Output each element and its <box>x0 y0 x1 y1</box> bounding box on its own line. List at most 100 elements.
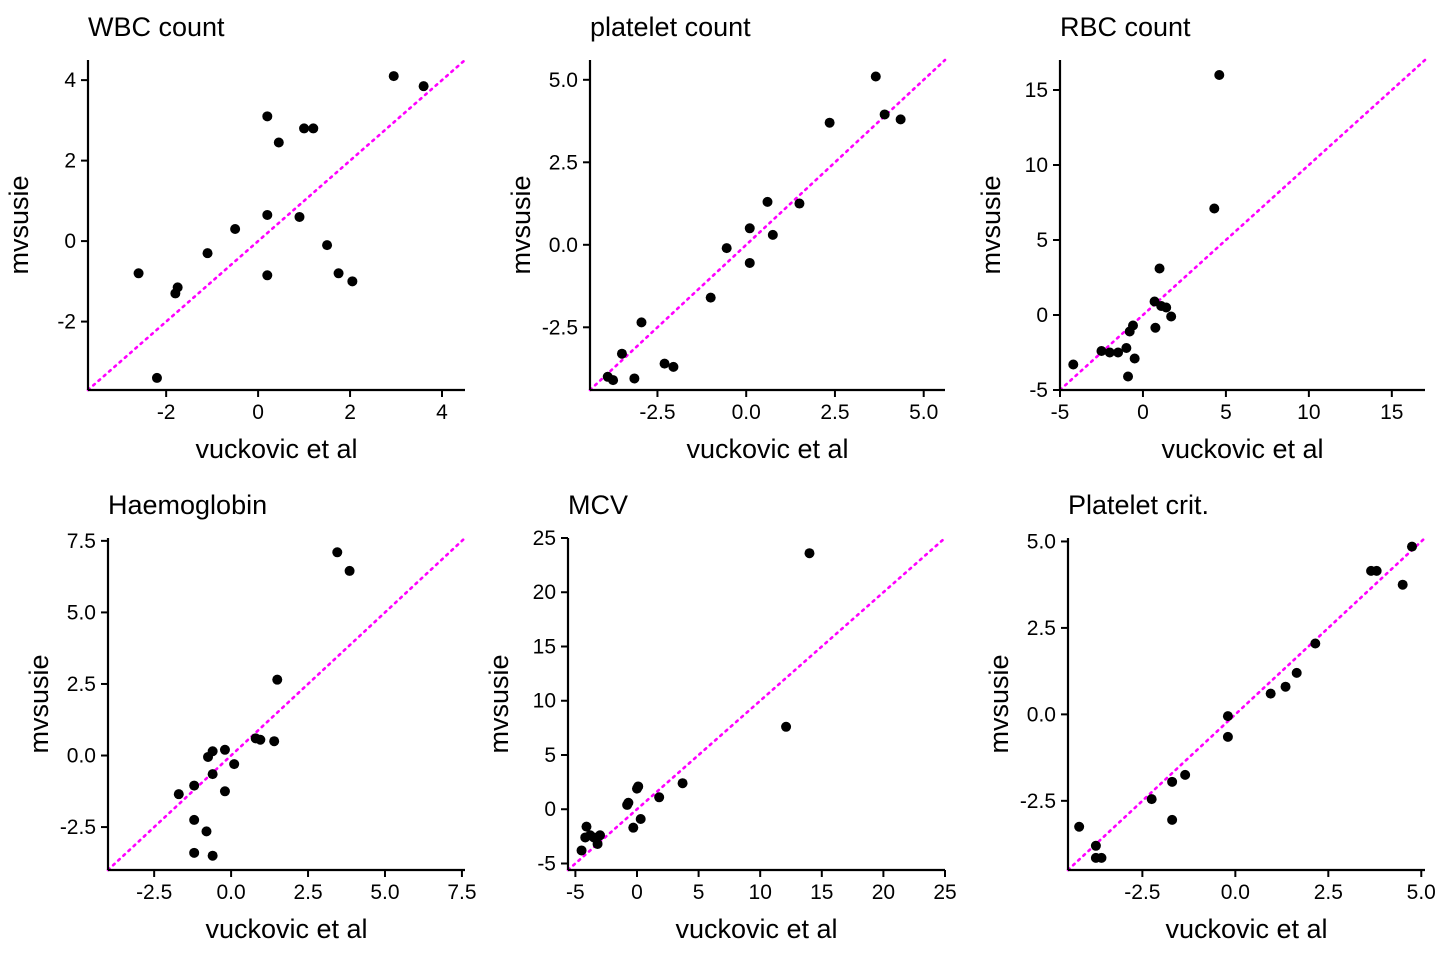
data-point <box>1397 579 1408 590</box>
data-point <box>1291 667 1302 678</box>
x-tick-label: 15 <box>810 881 833 904</box>
data-point <box>1161 302 1172 313</box>
y-tick-label: 2 <box>64 150 76 173</box>
y-tick-label: 0 <box>1036 304 1048 327</box>
x-tick-label: 0 <box>631 881 643 904</box>
data-point <box>262 270 273 281</box>
data-point <box>1123 371 1134 382</box>
data-point <box>654 792 665 803</box>
x-tick-label: 15 <box>1380 401 1403 424</box>
x-tick-label: 5 <box>1220 401 1232 424</box>
data-point <box>623 797 634 808</box>
scatter-panel: -2.5 0.0 2.5 5.0 -2.5 0.0 2.5 5.0 Platelet crit.… <box>984 490 1436 944</box>
data-point <box>347 276 358 287</box>
scatter-panel: -5 0 5 10 15 20 25 -5 0 5 10 15 20 25 MCV vuckovic et a… <box>484 490 957 944</box>
data-point <box>744 257 755 268</box>
data-point <box>1104 347 1115 358</box>
data-point <box>616 348 627 359</box>
y-tick-label: 0 <box>64 230 76 253</box>
y-tick-label: -2 <box>57 311 76 334</box>
x-tick-label: 10 <box>1297 401 1320 424</box>
data-point <box>1113 347 1124 358</box>
data-point <box>1310 638 1321 649</box>
data-point <box>308 123 319 134</box>
y-tick-label: -2.5 <box>60 816 96 839</box>
y-tick-label: 5.0 <box>549 69 578 92</box>
data-point <box>1167 814 1178 825</box>
data-point <box>255 734 266 745</box>
data-point <box>659 358 670 369</box>
x-tick-label: -5 <box>566 881 585 904</box>
data-point <box>804 548 815 559</box>
y-tick-label: 25 <box>533 527 556 550</box>
x-tick-label: 10 <box>749 881 772 904</box>
data-point <box>1096 346 1107 356</box>
x-axis-title: vuckovic et al <box>675 914 837 944</box>
y-tick-label: 0.0 <box>67 745 96 768</box>
y-tick-label: 20 <box>533 581 556 604</box>
x-tick-label: 0 <box>1137 401 1149 424</box>
data-point <box>333 268 344 279</box>
data-point <box>1146 794 1157 805</box>
data-point <box>322 240 333 251</box>
data-point <box>636 317 647 328</box>
x-tick-label: 7.5 <box>447 881 476 904</box>
data-point <box>629 373 640 384</box>
scatter-panel: -5 0 5 10 15 -5 0 5 10 15 RBC count vuckovic et al m… <box>976 12 1427 464</box>
y-tick-label: 0.0 <box>1027 703 1056 726</box>
data-point <box>767 229 778 240</box>
data-point <box>133 268 144 279</box>
data-point <box>172 282 183 293</box>
panel-title: WBC count <box>88 12 225 42</box>
identity-line <box>106 536 467 872</box>
data-point <box>781 721 792 732</box>
data-point <box>705 292 716 303</box>
data-point <box>1074 821 1085 832</box>
data-point <box>219 786 230 797</box>
data-point <box>1265 688 1276 699</box>
y-tick-label: 2.5 <box>1027 617 1056 640</box>
identity-line <box>86 58 467 392</box>
data-point <box>895 114 906 125</box>
data-point <box>207 850 218 861</box>
data-point <box>229 759 240 770</box>
data-point <box>608 375 619 386</box>
data-point <box>1121 343 1132 353</box>
y-tick-label: 10 <box>1025 154 1048 177</box>
data-point <box>151 372 162 383</box>
x-tick-label: 2.5 <box>293 881 322 904</box>
x-tick-label: 0 <box>252 401 264 424</box>
x-tick-label: 0.0 <box>1221 881 1250 904</box>
y-tick-label: -2.5 <box>1020 790 1056 813</box>
data-point <box>592 838 603 849</box>
data-point <box>1150 322 1161 333</box>
data-point <box>1154 263 1165 274</box>
x-tick-label: 5.0 <box>370 881 399 904</box>
y-tick-label: 4 <box>64 69 76 92</box>
y-tick-label: 5 <box>1036 229 1048 252</box>
x-tick-label: 0.0 <box>217 881 246 904</box>
x-tick-label: 2.5 <box>820 401 849 424</box>
data-point <box>677 778 688 789</box>
scatter-panel: -2 0 2 4 -2 0 2 4 WBC count vuckovic et al mvsusie <box>4 12 467 464</box>
scatter-panel: -2.5 0.0 2.5 5.0 7.5 -2.5 0.0 2.5 5.0 7.5 Haemoglo… <box>24 490 477 944</box>
data-point <box>262 111 273 122</box>
data-point <box>721 243 732 254</box>
scatter-panel: -2.5 0.0 2.5 5.0 -2.5 0.0 2.5 5.0 platelet count… <box>506 12 947 464</box>
x-axis-title: vuckovic et al <box>195 434 357 464</box>
x-tick-label: 0.0 <box>732 401 761 424</box>
data-point <box>824 117 835 128</box>
data-point <box>879 109 890 120</box>
y-axis-title: mvsusie <box>484 654 514 753</box>
data-point <box>219 744 230 755</box>
y-tick-label: 0 <box>544 798 556 821</box>
data-point <box>1167 776 1178 787</box>
panel-title: Platelet crit. <box>1068 490 1209 520</box>
y-tick-label: -5 <box>1029 379 1048 402</box>
data-point <box>273 137 284 148</box>
data-point <box>595 830 606 841</box>
data-point <box>1209 203 1220 214</box>
panel-title: MCV <box>568 490 628 520</box>
data-point <box>189 847 200 858</box>
y-tick-label: 5.0 <box>1027 530 1056 553</box>
